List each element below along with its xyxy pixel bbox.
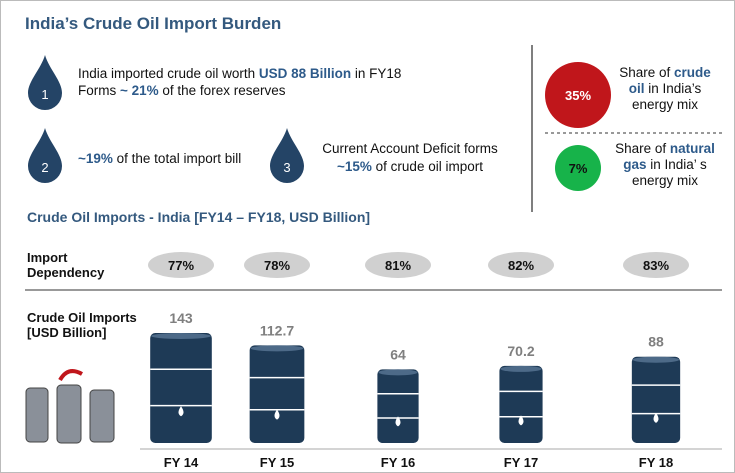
value-label: 64 xyxy=(390,346,406,362)
share-label: 7% xyxy=(569,161,588,176)
row-label: Dependency xyxy=(27,265,105,280)
text-span: oil xyxy=(629,81,645,96)
drop-icon xyxy=(28,128,62,183)
share-circle xyxy=(555,145,601,191)
text-line: Current Account Deficit forms xyxy=(322,141,498,156)
value-label: 112.7 xyxy=(260,322,294,338)
text-span: of crude oil import xyxy=(372,159,483,174)
barrel xyxy=(499,365,543,443)
text-span: India imported crude oil worth xyxy=(78,66,259,81)
drop-icon xyxy=(28,55,62,110)
text-line: ~19% of the total import bill xyxy=(78,151,241,166)
text-span: in India’ s xyxy=(646,157,707,172)
text-span: Share of xyxy=(615,141,670,156)
drop-icon xyxy=(270,128,304,183)
dependency-pill xyxy=(488,252,554,278)
share-circle xyxy=(545,62,611,128)
text-span: ~ 21% xyxy=(120,83,159,98)
barrel-body xyxy=(499,365,543,443)
barrel-lid xyxy=(500,365,542,372)
value-label: 88 xyxy=(648,334,664,350)
barrel-drop xyxy=(178,406,184,417)
row-label: [USD Billion] xyxy=(27,325,106,340)
x-tick-label: FY 15 xyxy=(260,455,294,470)
text-span: crude xyxy=(674,65,711,80)
dependency-label: 81% xyxy=(385,258,411,273)
chart-title: Crude Oil Imports - India [FY14 – FY18, … xyxy=(27,209,370,225)
barrel-lid xyxy=(378,369,418,376)
x-tick-label: FY 16 xyxy=(381,455,415,470)
text-span: energy mix xyxy=(632,97,698,112)
barrel-lid xyxy=(632,356,680,363)
barrel-body xyxy=(377,369,419,443)
x-tick-label: FY 17 xyxy=(504,455,538,470)
dependency-pill xyxy=(365,252,431,278)
value-label: 70.2 xyxy=(507,343,534,359)
text-span: natural xyxy=(670,141,715,156)
dependency-pill xyxy=(244,252,310,278)
x-tick-label: FY 18 xyxy=(639,455,673,470)
row-label: Crude Oil Imports xyxy=(27,310,137,325)
dependency-pill xyxy=(148,252,214,278)
barrel-drop xyxy=(395,416,401,427)
text-line: gas in India’ s xyxy=(623,157,707,172)
barrel-drop xyxy=(518,415,524,426)
dependency-label: 83% xyxy=(643,258,669,273)
drop-number: 1 xyxy=(41,87,48,102)
text-span: Forms xyxy=(78,83,120,98)
text-span: Share of xyxy=(619,65,674,80)
text-span: Current Account Deficit forms xyxy=(322,141,498,156)
text-line: ~15% of crude oil import xyxy=(337,159,483,174)
x-tick-label: FY 14 xyxy=(164,455,199,470)
text-span: of the forex reserves xyxy=(159,83,286,98)
dependency-label: 78% xyxy=(264,258,290,273)
dependency-label: 77% xyxy=(168,258,194,273)
text-line: Share of crude xyxy=(619,65,711,80)
barrel-drop xyxy=(653,412,659,423)
text-line: India imported crude oil worth USD 88 Bi… xyxy=(78,66,401,81)
barrel xyxy=(631,356,681,443)
text-line: Share of natural xyxy=(615,141,715,156)
share-label: 35% xyxy=(565,88,591,103)
value-label: 143 xyxy=(169,310,193,326)
drop-number: 3 xyxy=(283,160,290,175)
text-line: energy mix xyxy=(632,173,698,188)
row-label: Import xyxy=(27,250,68,265)
barrel-body xyxy=(150,332,212,443)
barrel xyxy=(249,345,305,443)
text-span: gas xyxy=(623,157,646,172)
text-span: USD 88 Billion xyxy=(259,66,351,81)
text-span: of the total import bill xyxy=(113,151,241,166)
dependency-label: 82% xyxy=(508,258,534,273)
text-line: oil in India’s xyxy=(629,81,702,96)
barrel xyxy=(150,332,212,443)
barrel xyxy=(377,369,419,443)
dependency-pill xyxy=(623,252,689,278)
text-span: in India’s xyxy=(644,81,701,96)
text-span: in FY18 xyxy=(351,66,401,81)
text-span: ~19% xyxy=(78,151,113,166)
barrel-lid xyxy=(250,345,304,352)
barrel-body xyxy=(631,356,681,443)
barrel-drop xyxy=(274,409,280,420)
barrel-illustration xyxy=(25,369,115,444)
drop-number: 2 xyxy=(41,160,48,175)
barrel-lid xyxy=(151,332,211,339)
barrel-body xyxy=(249,345,305,443)
text-line: energy mix xyxy=(632,97,698,112)
text-line: Forms ~ 21% of the forex reserves xyxy=(78,83,286,98)
title: India’s Crude Oil Import Burden xyxy=(25,14,281,33)
text-span: energy mix xyxy=(632,173,698,188)
text-span: ~15% xyxy=(337,159,372,174)
